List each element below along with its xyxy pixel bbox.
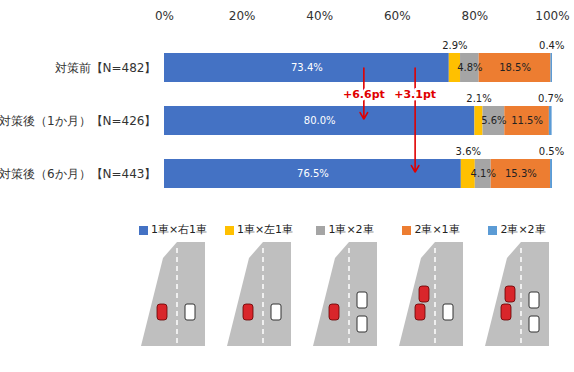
html-text:2車×2車: 2車×2車 — [500, 223, 546, 236]
svg-text:2.9%: 2.9% — [442, 40, 467, 51]
svg-text:4.1%: 4.1% — [471, 168, 496, 179]
svg-text:80%: 80% — [462, 9, 489, 23]
svg-text:20%: 20% — [229, 9, 256, 23]
svg-text:4.8%: 4.8% — [457, 62, 482, 73]
svg-text:40%: 40% — [306, 9, 333, 23]
html-text:1車×2車: 1車×2車 — [328, 223, 374, 236]
svg-text:100%: 100% — [535, 9, 569, 23]
svg-text:0%: 0% — [155, 9, 174, 23]
svg-text:対策前【N=482】: 対策前【N=482】 — [55, 61, 157, 75]
svg-text:15.3%: 15.3% — [505, 168, 537, 179]
svg-text:60%: 60% — [384, 9, 411, 23]
svg-text:5.6%: 5.6% — [481, 115, 506, 126]
svg-text:2.1%: 2.1% — [466, 93, 491, 104]
svg-text:80.0%: 80.0% — [304, 115, 336, 126]
svg-text:11.5%: 11.5% — [511, 115, 543, 126]
svg-text:18.5%: 18.5% — [499, 62, 531, 73]
html-text:1車×左1車: 1車×左1車 — [236, 223, 294, 236]
html-text:1車×右1車: 1車×右1車 — [150, 223, 208, 236]
svg-text:+3.1pt: +3.1pt — [394, 88, 436, 101]
svg-text:76.5%: 76.5% — [297, 168, 329, 179]
svg-text:3.6%: 3.6% — [456, 146, 481, 157]
svg-text:0.4%: 0.4% — [539, 40, 564, 51]
svg-text:対策後（6か月）【N=443】: 対策後（6か月）【N=443】 — [0, 167, 157, 181]
svg-text:0.5%: 0.5% — [539, 146, 564, 157]
svg-text:73.4%: 73.4% — [291, 62, 323, 73]
html-text:2車×1車: 2車×1車 — [414, 223, 460, 236]
svg-text:0.7%: 0.7% — [538, 93, 563, 104]
svg-text:+6.6pt: +6.6pt — [343, 88, 385, 101]
svg-text:対策後（1か月）【N=426】: 対策後（1か月）【N=426】 — [0, 114, 157, 128]
